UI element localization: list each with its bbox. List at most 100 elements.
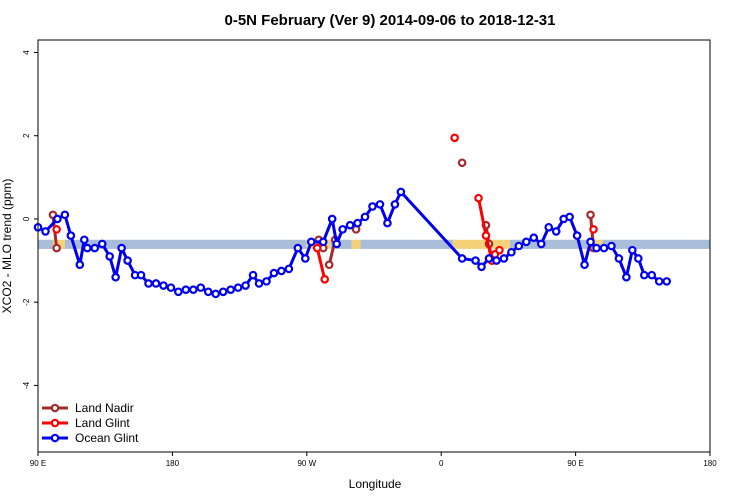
ocean-glint-point	[111, 272, 120, 282]
ocean-glint-point	[117, 243, 126, 253]
ocean-glint-point	[189, 285, 198, 294]
y-tick-label: -4	[22, 381, 31, 389]
x-tick-label: 90 E	[567, 459, 583, 468]
land-glint-line-1	[315, 247, 327, 280]
band-6	[360, 239, 454, 249]
land-glint-point	[495, 245, 504, 255]
y-tick-label: 4	[22, 50, 31, 55]
ocean-glint-point	[457, 254, 467, 263]
ocean-glint-point	[338, 225, 347, 234]
ocean-glint-point	[634, 254, 643, 263]
legend-marker	[50, 403, 60, 413]
land-glint-point	[474, 193, 483, 203]
ocean-glint-point	[345, 220, 355, 230]
land-glint-point	[589, 225, 598, 234]
series-land-glint	[52, 133, 598, 284]
y-tick-label: -2	[22, 298, 31, 306]
legend-label: Ocean Glint	[75, 431, 139, 445]
ocean-glint-point	[166, 283, 176, 292]
ocean-glint-point	[507, 247, 516, 257]
ocean-glint-point	[332, 239, 341, 249]
ocean-glint-point	[211, 289, 221, 299]
ocean-glint-point	[551, 227, 561, 236]
land-glint-point	[320, 274, 330, 284]
land-glint-point	[481, 231, 491, 240]
ocean-glint-point	[60, 210, 70, 220]
plot-frame	[37, 39, 711, 453]
land-nadir-point	[457, 158, 467, 168]
ocean-glint-point	[79, 235, 89, 245]
ocean-glint-point	[368, 202, 377, 211]
y-axis: 4 2 0 -2 -4	[22, 50, 38, 389]
x-tick-label: 90 W	[297, 459, 316, 468]
ocean-glint-point	[327, 214, 337, 224]
ocean-glint-point	[580, 260, 589, 270]
band-1	[52, 239, 65, 249]
ocean-glint-point	[599, 243, 609, 253]
ocean-glint-point	[514, 241, 524, 251]
y-tick-label: 2	[22, 133, 31, 138]
ocean-glint-point	[390, 200, 400, 209]
ocean-glint-point	[301, 254, 310, 263]
land-nadir-point	[52, 243, 61, 253]
x-tick-label: 180	[703, 459, 717, 468]
ocean-glint-point	[353, 218, 362, 228]
ocean-glint-point	[499, 254, 509, 263]
ocean-glint-point	[105, 252, 114, 261]
ocean-glint-point	[607, 241, 616, 251]
legend-item-ocean-glint: Ocean Glint	[42, 431, 139, 445]
band-5	[351, 239, 361, 249]
land-glint-line-3	[477, 197, 494, 261]
ocean-glint-point	[614, 254, 624, 263]
ocean-glint-point	[622, 272, 631, 282]
band-2	[64, 239, 307, 249]
ocean-glint-point	[647, 270, 657, 280]
ocean-glint-point	[174, 287, 183, 297]
ocean-glint-point	[318, 237, 328, 247]
y-tick-label: 0	[22, 216, 31, 221]
ocean-glint-point	[53, 214, 62, 224]
ocean-glint-point	[159, 281, 168, 290]
ocean-glint-point	[203, 287, 213, 297]
x-axis-label: Longitude	[349, 477, 402, 491]
ocean-glint-point	[544, 222, 554, 232]
ocean-glint-point	[90, 243, 100, 253]
ocean-glint-point	[218, 287, 228, 297]
ocean-glint-point	[586, 237, 595, 247]
ocean-glint-point	[565, 212, 574, 222]
ocean-glint-point	[144, 279, 153, 288]
legend-label: Land Glint	[75, 416, 130, 430]
ocean-glint-point	[396, 187, 406, 197]
ocean-glint-point	[484, 254, 494, 263]
legend-marker	[50, 418, 60, 428]
ocean-glint-point	[360, 212, 370, 222]
ocean-glint-point	[254, 279, 264, 288]
ocean-glint-point	[66, 231, 76, 240]
land-glint-point	[312, 243, 322, 253]
ocean-glint-point	[41, 227, 50, 236]
x-axis: 90 E 180 90 W 0 90 E 180	[30, 452, 717, 468]
ocean-glint-point	[97, 239, 107, 249]
series-ocean-glint	[33, 187, 671, 299]
ocean-glint-point	[136, 270, 146, 280]
ocean-glint-point	[639, 270, 649, 280]
y-axis-label: XCO2 - MLO trend (ppm)	[0, 179, 14, 314]
land-nadir-point	[586, 210, 595, 220]
ocean-glint-point	[592, 243, 601, 253]
ocean-glint-point	[262, 277, 271, 286]
x-tick-label: 180	[166, 459, 180, 468]
land-glint-point	[450, 133, 459, 143]
ocean-glint-point	[471, 256, 480, 265]
ocean-glint-point	[654, 277, 664, 286]
land-nadir-point	[324, 260, 334, 270]
ocean-glint-point	[375, 200, 385, 209]
ocean-glint-point	[529, 233, 539, 242]
legend-label: Land Nadir	[75, 401, 134, 415]
legend-item-land-glint: Land Glint	[42, 416, 130, 430]
ocean-glint-point	[536, 239, 546, 249]
ocean-glint-point	[383, 218, 392, 228]
ocean-glint-point	[181, 285, 191, 294]
ocean-glint-point	[293, 243, 303, 253]
ocean-glint-point	[196, 283, 206, 292]
